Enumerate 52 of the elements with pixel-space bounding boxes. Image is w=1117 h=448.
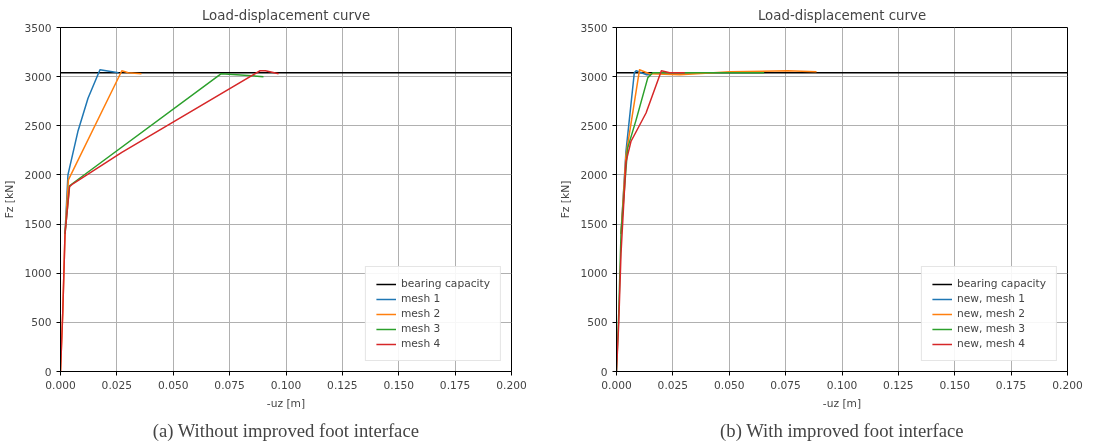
- x-tick-label: 0.150: [939, 378, 971, 392]
- x-tick-label: 0.125: [883, 378, 914, 392]
- y-tick-label: 1500: [580, 218, 608, 232]
- legend-label: mesh 1: [400, 292, 441, 305]
- x-tick-label: 0.025: [101, 378, 133, 392]
- x-tick-label: 0.000: [601, 378, 632, 392]
- legend-label: bearing capacity: [956, 277, 1046, 290]
- x-tick-label: 0.150: [383, 378, 415, 392]
- y-tick-label: 3500: [580, 21, 608, 35]
- legend-label: bearing capacity: [400, 277, 490, 290]
- text: (b) With improved foot interface: [720, 419, 964, 442]
- x-tick-label: 0.050: [158, 378, 189, 392]
- y-tick-label: 2500: [24, 119, 52, 133]
- x-tick-label: 0.000: [45, 378, 76, 392]
- chart-title: Load-displacement curve: [757, 7, 927, 23]
- x-tick-label: 0.050: [714, 378, 745, 392]
- y-tick-label: 0: [600, 365, 608, 379]
- x-tick-label: 0.200: [1052, 378, 1083, 392]
- y-tick-label: 2000: [580, 168, 608, 182]
- legend-label: new, mesh 1: [956, 292, 1026, 305]
- x-tick-label: 0.100: [270, 378, 302, 392]
- x-tick-label: 0.025: [657, 378, 689, 392]
- y-tick-label: 2000: [24, 168, 52, 182]
- y-tick-label: 1000: [580, 267, 608, 281]
- y-axis-title: Fz [kN]: [3, 180, 17, 219]
- x-tick-label: 0.125: [327, 378, 358, 392]
- y-axis-title: Fz [kN]: [559, 180, 573, 219]
- x-tick-label: 0.200: [496, 378, 527, 392]
- text: (a) Without improved foot interface: [152, 419, 419, 442]
- x-tick-label: 0.075: [214, 378, 245, 392]
- y-tick-label: 1000: [24, 267, 52, 281]
- y-tick-label: 3500: [24, 21, 52, 35]
- x-tick-label: 0.075: [770, 378, 801, 392]
- y-tick-label: 3000: [580, 70, 608, 84]
- x-tick-label: 0.175: [439, 378, 471, 392]
- legend-label: mesh 4: [400, 337, 441, 350]
- x-tick-label: 0.100: [826, 378, 858, 392]
- legend-label: new, mesh 3: [956, 322, 1026, 335]
- y-tick-label: 1500: [24, 218, 52, 232]
- legend-label: new, mesh 4: [956, 337, 1026, 350]
- legend-label: mesh 3: [400, 322, 441, 335]
- y-tick-label: 500: [587, 316, 608, 330]
- chart-title: Load-displacement curve: [201, 7, 371, 23]
- x-axis-title: -uz [m]: [266, 396, 306, 410]
- y-tick-label: 0: [44, 365, 52, 379]
- legend-label: mesh 2: [400, 307, 441, 320]
- x-tick-label: 0.175: [995, 378, 1027, 392]
- y-tick-label: 2500: [580, 119, 608, 133]
- legend-label: new, mesh 2: [956, 307, 1026, 320]
- y-tick-label: 500: [31, 316, 52, 330]
- y-tick-label: 3000: [24, 70, 52, 84]
- x-axis-title: -uz [m]: [822, 396, 862, 410]
